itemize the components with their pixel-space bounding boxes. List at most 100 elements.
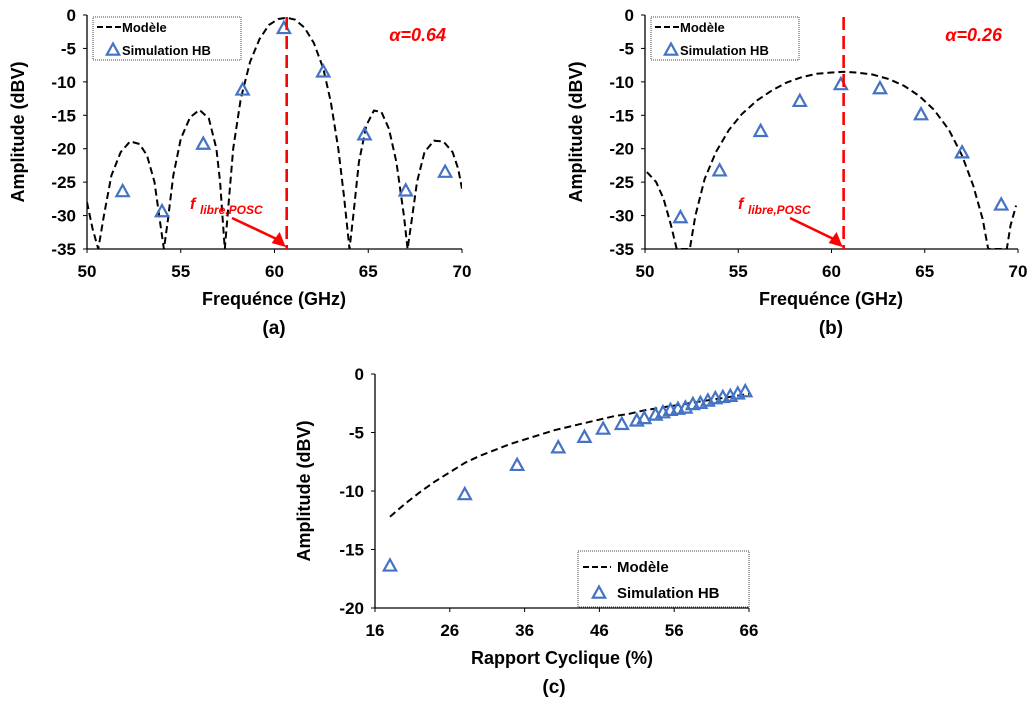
- data-point-simulation-hb: [356, 125, 373, 141]
- data-point-simulation-hb: [595, 420, 612, 435]
- data-point-simulation-hb: [381, 557, 398, 572]
- y-tick-label: -10: [609, 73, 634, 92]
- panel-label: (b): [819, 318, 843, 339]
- annotation-label: f: [190, 196, 197, 213]
- annotation-arrow-shaft: [231, 216, 280, 242]
- y-tick-label: -35: [609, 240, 634, 259]
- data-point-simulation-hb: [711, 162, 728, 177]
- y-tick-label: -30: [609, 207, 634, 226]
- y-axis-title: Amplitude (dBV): [8, 62, 28, 203]
- data-point-simulation-hb: [234, 81, 251, 96]
- x-axis-title: Rapport Cyclique (%): [471, 648, 653, 668]
- y-tick-label: -35: [51, 240, 76, 259]
- annotation-arrow-head: [828, 232, 843, 247]
- legend-simulation-label: Simulation HB: [122, 43, 211, 58]
- plot-area: [646, 70, 1018, 249]
- y-tick-label: -5: [349, 424, 364, 443]
- data-point-simulation-hb: [153, 202, 171, 218]
- y-tick-label: 0: [625, 6, 634, 25]
- data-point-simulation-hb: [791, 92, 808, 108]
- x-tick-label: 26: [440, 621, 459, 640]
- data-point-simulation-hb: [613, 415, 630, 431]
- annotation-subscript: libre,POSC: [200, 203, 263, 217]
- x-tick-label: 60: [265, 262, 284, 281]
- data-point-simulation-hb: [550, 438, 567, 454]
- plot-area: [389, 392, 749, 518]
- data-point-simulation-hb: [672, 208, 689, 224]
- y-axis-title: Amplitude (dBV): [294, 421, 314, 562]
- data-point-simulation-hb: [195, 135, 212, 150]
- data-point-simulation-hb: [315, 63, 332, 78]
- data-point-simulation-hb: [871, 79, 889, 95]
- x-tick-label: 46: [590, 621, 609, 640]
- legend: Modèle Simulation HB: [577, 550, 750, 608]
- x-tick-label: 70: [1009, 262, 1028, 281]
- y-tick-label: -15: [339, 541, 364, 560]
- legend-simulation-label: Simulation HB: [680, 43, 769, 58]
- legend-box: [577, 550, 750, 608]
- annotation-arrow-head: [271, 232, 286, 247]
- data-point-simulation-hb: [737, 382, 754, 398]
- data-point-simulation-hb: [437, 163, 454, 178]
- x-tick-label: 36: [515, 621, 534, 640]
- y-tick-label: -30: [51, 207, 76, 226]
- y-tick-label: -15: [609, 106, 634, 125]
- data-point-simulation-hb: [912, 105, 930, 121]
- x-axis-title: Frequénce (GHz): [759, 289, 903, 309]
- y-tick-label: -20: [339, 599, 364, 618]
- legend: Modèle Simulation HB: [92, 16, 242, 61]
- legend-simulation-label: Simulation HB: [617, 585, 720, 602]
- x-tick-label: 50: [636, 262, 655, 281]
- x-tick-label: 55: [171, 262, 190, 281]
- series-model-line: [646, 70, 1018, 249]
- legend: Modèle Simulation HB: [650, 16, 800, 61]
- legend-model-label: Modèle: [680, 20, 725, 35]
- data-point-simulation-hb: [456, 485, 473, 501]
- x-tick-label: 70: [453, 262, 472, 281]
- data-point-simulation-hb: [993, 196, 1010, 211]
- legend-simulation-swatch: [662, 41, 680, 56]
- alpha-label: α=0.64: [389, 25, 446, 45]
- y-tick-label: -20: [609, 140, 634, 159]
- y-axis-title: Amplitude (dBV): [566, 62, 586, 203]
- data-point-simulation-hb: [636, 409, 653, 425]
- x-tick-label: 66: [740, 621, 759, 640]
- data-point-simulation-hb: [576, 428, 593, 443]
- data-point-simulation-hb: [509, 456, 526, 472]
- legend-simulation-swatch: [590, 584, 608, 599]
- data-point-simulation-hb: [397, 182, 414, 197]
- data-point-simulation-hb: [752, 122, 769, 138]
- y-tick-label: -20: [51, 140, 76, 159]
- y-tick-label: -25: [609, 173, 634, 192]
- series-model-line: [87, 16, 462, 249]
- y-tick-label: -10: [51, 73, 76, 92]
- annotation-subscript: libre,POSC: [748, 203, 811, 217]
- series-model-line: [389, 392, 749, 518]
- legend-model-label: Modèle: [122, 20, 167, 35]
- y-tick-label: -5: [61, 39, 76, 58]
- y-tick-label: 0: [355, 365, 364, 384]
- x-axis-title: Frequénce (GHz): [202, 289, 346, 309]
- annotation-label: f: [738, 196, 745, 213]
- data-point-simulation-hb: [275, 19, 292, 35]
- plot-area: [87, 16, 462, 249]
- x-tick-label: 65: [915, 262, 934, 281]
- x-tick-label: 16: [366, 621, 385, 640]
- x-tick-label: 60: [822, 262, 841, 281]
- y-tick-label: -5: [619, 39, 634, 58]
- y-tick-label: -25: [51, 173, 76, 192]
- y-tick-label: 0: [67, 6, 76, 25]
- data-point-simulation-hb: [114, 182, 131, 198]
- y-tick-label: -15: [51, 106, 76, 125]
- y-tick-label: -10: [339, 482, 364, 501]
- legend-simulation-swatch: [104, 41, 122, 56]
- panel-label: (a): [262, 318, 285, 339]
- annotation-arrow-shaft: [789, 216, 837, 242]
- x-tick-label: 50: [78, 262, 97, 281]
- x-tick-label: 56: [665, 621, 684, 640]
- panel-label: (c): [542, 677, 565, 698]
